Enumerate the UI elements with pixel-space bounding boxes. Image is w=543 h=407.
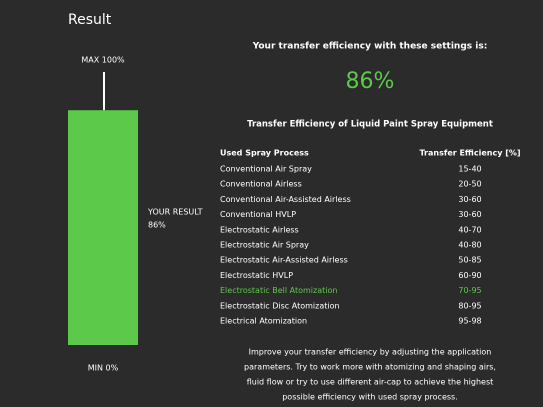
column-header: Transfer Efficiency [%]: [419, 149, 520, 158]
footer-line: possible efficiency with used spray proc…: [282, 393, 458, 402]
process-name: Electrostatic Air-Assisted Airless: [220, 256, 348, 265]
result-label: YOUR RESULT: [147, 208, 203, 217]
table: Used Spray Process Transfer Efficiency [%…: [220, 149, 521, 326]
footer-line: parameters. Try to work more with atomiz…: [244, 363, 496, 372]
process-name: Electrical Atomization: [220, 317, 307, 326]
efficiency: 50-85: [458, 256, 481, 265]
result-bar: [68, 110, 138, 345]
summary-heading: Your transfer efficiency with these sett…: [252, 42, 488, 52]
efficiency: 40-70: [458, 225, 481, 234]
process-name: Electrostatic Disc Atomization: [220, 301, 340, 310]
efficiency: 30-60: [458, 210, 481, 219]
process-name: Electrostatic Bell Atomization: [220, 286, 337, 295]
footer: Improve your transfer efficiency by adju…: [244, 348, 496, 402]
footer-line: fluid flow or try to use different air-c…: [247, 378, 494, 387]
min-label: MIN 0%: [88, 364, 119, 373]
title: Result: [68, 12, 112, 28]
process-name: Electrostatic Air Spray: [220, 241, 309, 250]
process-name: Conventional Air-Assisted Airless: [220, 195, 351, 204]
efficiency: 80-95: [458, 301, 481, 310]
efficiency: 20-50: [458, 180, 481, 189]
process-name: Conventional HVLP: [220, 210, 296, 219]
process-name: Conventional Air Spray: [220, 165, 312, 174]
max-label: MAX 100%: [81, 56, 125, 65]
efficiency: 95-98: [458, 317, 481, 326]
efficiency: 40-80: [458, 241, 481, 250]
footer-line: Improve your transfer efficiency by adju…: [249, 348, 492, 357]
efficiency: 15-40: [458, 165, 481, 174]
efficiency: 70-95: [458, 286, 481, 295]
summary-value: 86%: [346, 69, 395, 94]
result-value: 86%: [148, 221, 166, 230]
efficiency: 30-60: [458, 195, 481, 204]
table-title: Transfer Efficiency of Liquid Paint Spra…: [247, 120, 493, 130]
process-name: Conventional Airless: [220, 180, 302, 189]
process-name: Electrostatic Airless: [220, 225, 299, 234]
process-name: Electrostatic HVLP: [220, 271, 293, 280]
efficiency: 60-90: [458, 271, 481, 280]
column-header: Used Spray Process: [220, 149, 309, 158]
